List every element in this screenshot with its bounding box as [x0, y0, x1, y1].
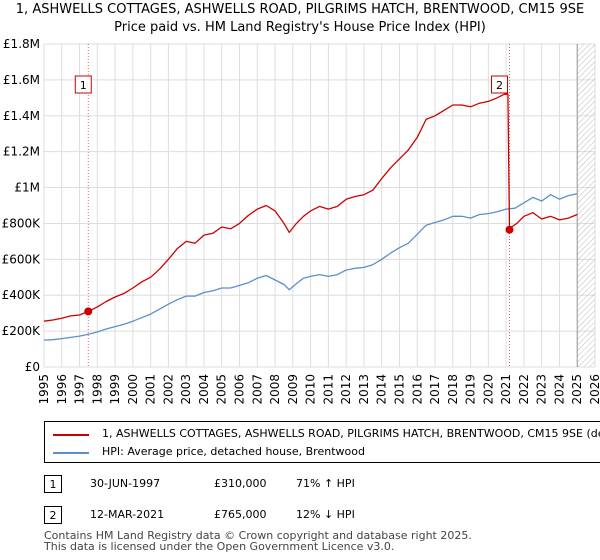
sale-date: 12-MAR-2021: [90, 508, 165, 521]
y-tick-label: £400K: [2, 288, 42, 302]
x-tick-label: 1998: [90, 374, 104, 405]
x-tick-label: 1997: [73, 374, 87, 405]
x-tick-label: 2002: [161, 374, 175, 405]
sale-hpi-change: 12% ↓ HPI: [296, 508, 355, 521]
x-tick-label: 1996: [55, 374, 69, 405]
y-tick-label: £1.2M: [3, 145, 40, 159]
y-axis: £0 £200K £400K £600K £800K £1M £1.2M £1.4M £1.6M…: [2, 37, 42, 374]
x-tick-label: 2009: [286, 374, 300, 405]
sale-points: [84, 225, 514, 316]
sale-price: £310,000: [214, 477, 267, 490]
sale-date: 30-JUN-1997: [90, 477, 161, 490]
footer-licence: This data is licensed under the Open Gov…: [44, 540, 395, 553]
series-lines: [43, 93, 578, 341]
forecast-hatch: [576, 44, 595, 367]
x-tick-label: 2014: [375, 374, 389, 405]
x-tick-label: 2004: [197, 374, 211, 405]
x-tick-label: 2013: [357, 374, 371, 405]
x-tick-label: 2000: [126, 374, 140, 405]
footer-copyright: Contains HM Land Registry data © Crown c…: [44, 529, 472, 542]
sale-hpi-change: 71% ↑ HPI: [296, 477, 355, 490]
y-tick-label: £1.4M: [3, 109, 40, 123]
sale-number-box: 1: [44, 475, 62, 493]
y-tick-label: £200K: [2, 324, 42, 338]
y-tick-label: £600K: [2, 252, 42, 266]
annotation-box: [491, 75, 509, 94]
x-tick-label: 1999: [108, 374, 122, 405]
x-tick-label: 2024: [552, 374, 566, 405]
x-tick-label: 2025: [570, 374, 584, 405]
x-tick-label: 2012: [339, 374, 353, 405]
x-tick-label: 2020: [481, 374, 495, 405]
x-tick-label: 2003: [179, 374, 193, 405]
x-tick-label: 2007: [250, 374, 264, 405]
x-tick-label: 2006: [233, 374, 247, 405]
chart-subtitle: Price paid vs. HM Land Registry's House …: [114, 20, 486, 35]
y-tick-label: £800K: [2, 216, 42, 230]
legend: 1, ASHWELLS COTTAGES, ASHWELLS ROAD, PIL…: [44, 421, 600, 463]
chart-title: 1, ASHWELLS COTTAGES, ASHWELLS ROAD, PIL…: [15, 2, 585, 17]
x-tick-label: 2016: [410, 374, 424, 405]
annotation-box: [74, 75, 92, 94]
x-tick-label: 2005: [215, 374, 229, 405]
legend-swatch-hpi: [53, 452, 89, 454]
x-tick-label: 2008: [268, 374, 282, 405]
sale-number-box: 2: [44, 506, 62, 524]
x-tick-label: 2022: [517, 374, 531, 405]
x-tick-label: 2017: [428, 374, 442, 405]
legend-label-hpi: HPI: Average price, detached house, Bren…: [102, 445, 365, 458]
legend-label-property: 1, ASHWELLS COTTAGES, ASHWELLS ROAD, PIL…: [102, 427, 600, 440]
x-tick-label: 1995: [37, 374, 51, 405]
forecast-hatch-area: [577, 44, 595, 367]
y-tick-label: £1.6M: [3, 73, 40, 87]
hpi-line: [43, 193, 578, 341]
x-tick-label: 2018: [446, 374, 460, 405]
x-tick-label: 2015: [392, 374, 406, 405]
annotation-label: 1: [80, 79, 87, 92]
x-tick-label: 2001: [144, 374, 158, 405]
x-axis: 1995 1996 1997 1998 1999 2000 2001 2002 2003 2004…: [37, 374, 600, 405]
y-tick-label: £1M: [14, 181, 40, 195]
sale-point: [505, 225, 514, 234]
grid: [43, 43, 596, 368]
x-tick-label: 2010: [304, 374, 318, 405]
legend-swatch-property: [53, 434, 89, 436]
property-price-line: [43, 93, 578, 322]
plot-background: [44, 44, 595, 367]
sale-price: £765,000: [214, 508, 267, 521]
x-tick-label: 2011: [321, 374, 335, 405]
annotation-label: 2: [496, 79, 503, 92]
x-tick-label: 2026: [588, 374, 600, 405]
x-tick-label: 2021: [499, 374, 513, 405]
y-tick-label: £0: [25, 360, 40, 374]
x-tick-label: 2019: [464, 374, 478, 405]
x-tick-label: 2023: [535, 374, 549, 405]
sale-point: [84, 307, 93, 316]
y-tick-label: £1.8M: [3, 37, 40, 51]
